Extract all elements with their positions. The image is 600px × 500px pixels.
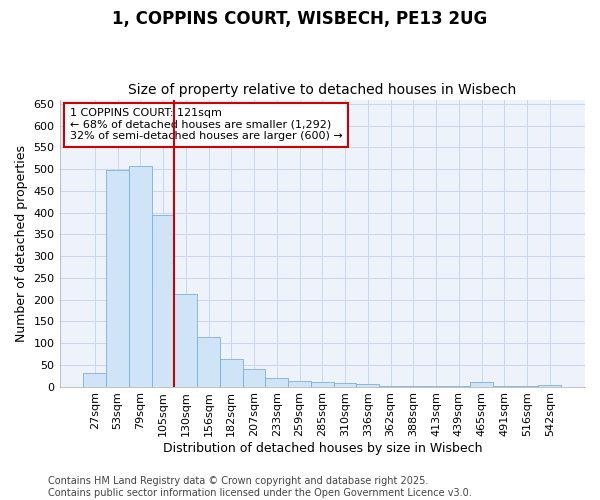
Text: Contains HM Land Registry data © Crown copyright and database right 2025.
Contai: Contains HM Land Registry data © Crown c… <box>48 476 472 498</box>
Bar <box>311 382 334 386</box>
Bar <box>288 381 311 386</box>
Bar <box>175 294 197 386</box>
Bar <box>129 166 152 386</box>
Bar <box>265 378 288 386</box>
Bar <box>197 338 220 386</box>
Bar <box>334 383 356 386</box>
Bar <box>470 382 493 386</box>
Bar <box>106 170 129 386</box>
Title: Size of property relative to detached houses in Wisbech: Size of property relative to detached ho… <box>128 83 517 97</box>
X-axis label: Distribution of detached houses by size in Wisbech: Distribution of detached houses by size … <box>163 442 482 455</box>
Bar <box>356 384 379 386</box>
Bar <box>83 372 106 386</box>
Text: 1 COPPINS COURT: 121sqm
← 68% of detached houses are smaller (1,292)
32% of semi: 1 COPPINS COURT: 121sqm ← 68% of detache… <box>70 108 343 142</box>
Bar <box>152 215 175 386</box>
Bar <box>242 369 265 386</box>
Bar <box>220 359 242 386</box>
Y-axis label: Number of detached properties: Number of detached properties <box>15 144 28 342</box>
Text: 1, COPPINS COURT, WISBECH, PE13 2UG: 1, COPPINS COURT, WISBECH, PE13 2UG <box>112 10 488 28</box>
